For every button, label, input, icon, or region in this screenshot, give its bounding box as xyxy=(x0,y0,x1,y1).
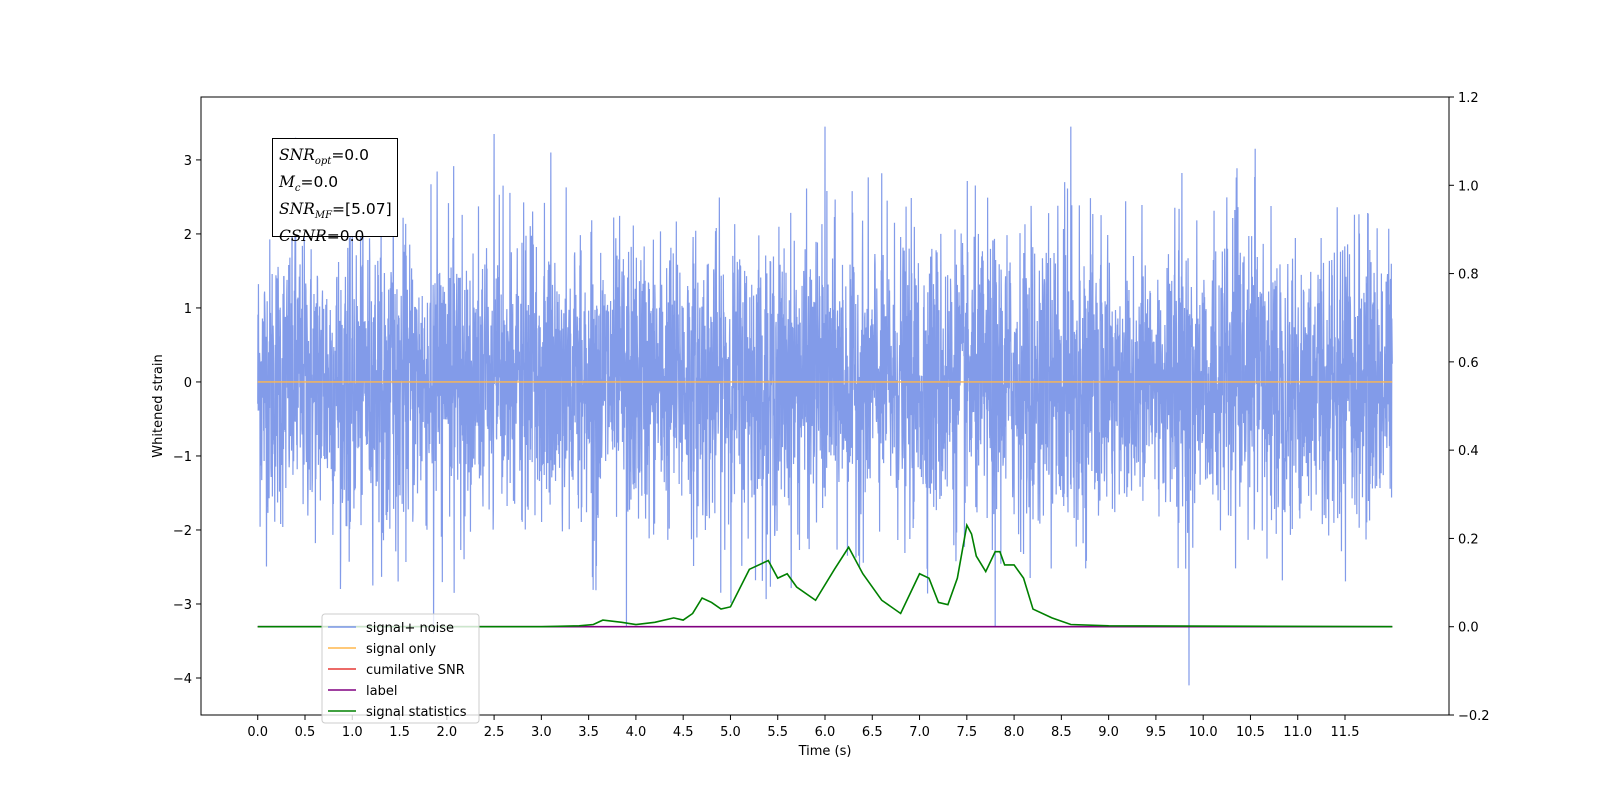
x-tick-label: 8.0 xyxy=(1004,725,1025,740)
x-tick-label: 9.0 xyxy=(1098,725,1119,740)
legend-items: signal+ noise signal only cumilative SNR la… xyxy=(328,621,467,720)
x-tick-label: 4.0 xyxy=(626,725,647,740)
y-axis-label: Whitened strain xyxy=(151,354,166,457)
y2-tick-label: 1.2 xyxy=(1458,91,1479,106)
y2-tick-label: 0.8 xyxy=(1458,268,1479,283)
y-tick-label: −1 xyxy=(173,450,192,465)
annotation-box: SNRopt=0.0 Mc=0.0 SNRMF=[5.07] CSNR=0.0 xyxy=(272,138,398,245)
annotation-csnr: CSNR=0.0 xyxy=(279,227,365,246)
legend-label: cumilative SNR xyxy=(366,663,465,678)
x-tick-label: 8.5 xyxy=(1051,725,1072,740)
y2-tick-label: 0.6 xyxy=(1458,356,1479,371)
series-signal-noise xyxy=(257,126,1393,686)
x-tick-label: 3.0 xyxy=(531,725,552,740)
x-tick-label: 7.0 xyxy=(909,725,930,740)
legend-label: signal statistics xyxy=(366,705,467,720)
x-axis: 0.0 0.5 1.0 1.5 2.0 2.5 3.0 3.5 4.0 4.5 5.0 5.5 6.0 6… xyxy=(247,715,1359,740)
legend: signal+ noise signal only cumilative SNR la… xyxy=(321,613,480,724)
x-tick-label: 0.5 xyxy=(295,725,316,740)
x-tick-label: 2.5 xyxy=(484,725,505,740)
annotation-mc: Mc=0.0 xyxy=(279,173,339,195)
x-tick-label: 5.0 xyxy=(720,725,741,740)
x-tick-label: 3.5 xyxy=(578,725,599,740)
y-tick-label: 3 xyxy=(184,154,192,169)
series-signal-statistics xyxy=(257,522,1393,628)
annotation-snr-mf: SNRMF=[5.07] xyxy=(279,200,392,222)
x-tick-label: 5.5 xyxy=(767,725,788,740)
x-tick-label: 0.0 xyxy=(247,725,268,740)
x-tick-label: 2.0 xyxy=(436,725,457,740)
x-tick-label: 6.5 xyxy=(862,725,883,740)
x-tick-label: 10.0 xyxy=(1189,725,1218,740)
y-tick-label: 2 xyxy=(184,228,192,243)
x-tick-label: 11.0 xyxy=(1283,725,1312,740)
x-tick-label: 10.5 xyxy=(1236,725,1265,740)
x-tick-label: 11.5 xyxy=(1331,725,1360,740)
series-layer xyxy=(257,126,1393,686)
legend-label: signal+ noise xyxy=(366,621,454,636)
x-tick-label: 6.0 xyxy=(815,725,836,740)
y2-tick-label: −0.2 xyxy=(1458,709,1490,724)
y-tick-label: −3 xyxy=(173,598,192,613)
legend-label: label xyxy=(366,684,397,699)
y2-tick-label: 0.4 xyxy=(1458,444,1479,459)
y-tick-label: −2 xyxy=(173,524,192,539)
legend-box xyxy=(321,613,480,724)
x-tick-label: 7.5 xyxy=(956,725,977,740)
x-tick-label: 4.5 xyxy=(673,725,694,740)
y-tick-label: −4 xyxy=(173,672,192,687)
annotation-snr-opt: SNRopt=0.0 xyxy=(279,146,369,168)
y2-tick-label: 0.2 xyxy=(1458,532,1479,547)
y-tick-label: 1 xyxy=(184,302,192,317)
x-tick-label: 1.0 xyxy=(342,725,363,740)
y-tick-label: 0 xyxy=(184,376,192,391)
y-axis-right: 1.2 1.0 0.8 0.6 0.4 0.2 0.0 −0.2 xyxy=(1449,91,1490,724)
y2-tick-label: 1.0 xyxy=(1458,179,1479,194)
x-tick-label: 1.5 xyxy=(389,725,410,740)
x-axis-label: Time (s) xyxy=(798,744,852,759)
x-tick-label: 9.5 xyxy=(1146,725,1167,740)
y2-tick-label: 0.0 xyxy=(1458,621,1479,636)
y-axis-left: 3 2 1 0 −1 −2 −3 −4 xyxy=(173,154,201,687)
legend-label: signal only xyxy=(366,642,436,657)
